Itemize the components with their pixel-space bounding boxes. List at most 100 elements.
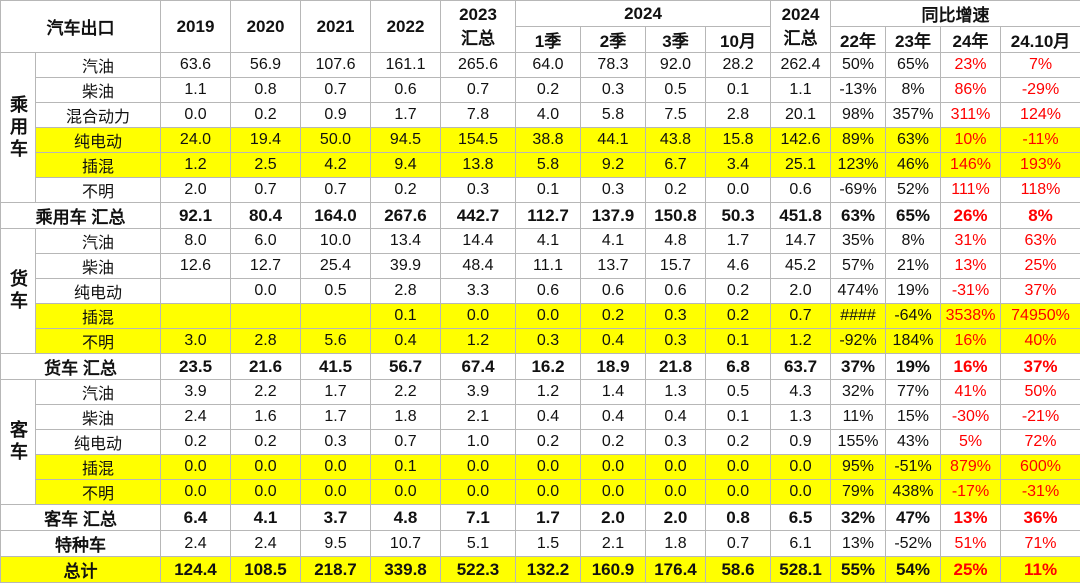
value-cell: 5.8 bbox=[516, 153, 581, 178]
value-cell: 98% bbox=[831, 103, 886, 128]
value-cell: 6.5 bbox=[771, 505, 831, 531]
row-label: 特种车 bbox=[1, 531, 161, 557]
value-cell: 0.0 bbox=[581, 480, 646, 505]
value-cell: 26% bbox=[941, 203, 1001, 229]
value-cell: 0.6 bbox=[371, 78, 441, 103]
value-cell: 3.0 bbox=[161, 329, 231, 354]
value-cell: 0.7 bbox=[371, 430, 441, 455]
value-cell: 0.3 bbox=[646, 304, 706, 329]
value-cell: 7.5 bbox=[646, 103, 706, 128]
value-cell: 92.1 bbox=[161, 203, 231, 229]
header-growth-col: 24年 bbox=[941, 27, 1001, 53]
value-cell: 3.9 bbox=[441, 380, 516, 405]
value-cell: 112.7 bbox=[516, 203, 581, 229]
value-cell: 0.2 bbox=[371, 178, 441, 203]
value-cell: 339.8 bbox=[371, 557, 441, 583]
value-cell: 0.7 bbox=[441, 78, 516, 103]
value-cell: 0.3 bbox=[581, 178, 646, 203]
value-cell: -64% bbox=[886, 304, 941, 329]
value-cell: 25% bbox=[941, 557, 1001, 583]
group-label: 货车 bbox=[1, 229, 36, 354]
value-cell: 19% bbox=[886, 354, 941, 380]
value-cell: 65% bbox=[886, 203, 941, 229]
value-cell: 9.4 bbox=[371, 153, 441, 178]
row-label: 汽油 bbox=[36, 380, 161, 405]
value-cell: 0.0 bbox=[646, 480, 706, 505]
value-cell: 0.1 bbox=[371, 455, 441, 480]
row-label: 纯电动 bbox=[36, 279, 161, 304]
value-cell: 2.4 bbox=[161, 405, 231, 430]
value-cell: 89% bbox=[831, 128, 886, 153]
value-cell: 0.0 bbox=[231, 455, 301, 480]
value-cell: 111% bbox=[941, 178, 1001, 203]
value-cell: 124.4 bbox=[161, 557, 231, 583]
value-cell: 0.0 bbox=[231, 480, 301, 505]
value-cell: 4.1 bbox=[231, 505, 301, 531]
value-cell: 0.5 bbox=[706, 380, 771, 405]
value-cell: 0.6 bbox=[516, 279, 581, 304]
value-cell: 6.8 bbox=[706, 354, 771, 380]
value-cell: 0.4 bbox=[516, 405, 581, 430]
value-cell: 0.3 bbox=[581, 78, 646, 103]
value-cell: 79% bbox=[831, 480, 886, 505]
header-period: 1季 bbox=[516, 27, 581, 53]
value-cell: 0.7 bbox=[771, 304, 831, 329]
row-label: 不明 bbox=[36, 178, 161, 203]
value-cell: -51% bbox=[886, 455, 941, 480]
value-cell: -92% bbox=[831, 329, 886, 354]
value-cell: 3.4 bbox=[706, 153, 771, 178]
value-cell: 2.1 bbox=[581, 531, 646, 557]
value-cell: 0.1 bbox=[706, 405, 771, 430]
header-sub: 汇总 bbox=[771, 27, 830, 51]
value-cell: 3.3 bbox=[441, 279, 516, 304]
value-cell bbox=[161, 304, 231, 329]
value-cell: 8% bbox=[1001, 203, 1080, 229]
value-cell: 0.1 bbox=[706, 329, 771, 354]
value-cell: 25% bbox=[1001, 254, 1080, 279]
value-cell: 5.8 bbox=[581, 103, 646, 128]
value-cell: 40% bbox=[1001, 329, 1080, 354]
value-cell: 13% bbox=[831, 531, 886, 557]
value-cell: 41% bbox=[941, 380, 1001, 405]
value-cell: 9.2 bbox=[581, 153, 646, 178]
value-cell: 0.2 bbox=[646, 178, 706, 203]
value-cell: 16% bbox=[941, 354, 1001, 380]
value-cell: 58.6 bbox=[706, 557, 771, 583]
value-cell: -21% bbox=[1001, 405, 1080, 430]
value-cell: 0.0 bbox=[161, 455, 231, 480]
value-cell: 0.6 bbox=[771, 178, 831, 203]
value-cell: 155% bbox=[831, 430, 886, 455]
value-cell: 0.2 bbox=[231, 103, 301, 128]
value-cell: 0.7 bbox=[301, 178, 371, 203]
value-cell: 6.0 bbox=[231, 229, 301, 254]
value-cell: 1.1 bbox=[771, 78, 831, 103]
value-cell: 4.1 bbox=[581, 229, 646, 254]
value-cell: 0.0 bbox=[706, 178, 771, 203]
value-cell: 37% bbox=[1001, 279, 1080, 304]
value-cell: 0.4 bbox=[581, 405, 646, 430]
header-title: 汽车出口 bbox=[1, 1, 161, 53]
header-growth-col: 23年 bbox=[886, 27, 941, 53]
group-label: 乘用车 bbox=[1, 53, 36, 203]
value-cell: 146% bbox=[941, 153, 1001, 178]
value-cell: 24.0 bbox=[161, 128, 231, 153]
header-period: 3季 bbox=[646, 27, 706, 53]
row-label: 不明 bbox=[36, 480, 161, 505]
value-cell: 94.5 bbox=[371, 128, 441, 153]
value-cell: 0.8 bbox=[706, 505, 771, 531]
value-cell: -29% bbox=[1001, 78, 1080, 103]
value-cell: 184% bbox=[886, 329, 941, 354]
value-cell: 0.0 bbox=[771, 455, 831, 480]
value-cell: 4.3 bbox=[771, 380, 831, 405]
value-cell: 0.0 bbox=[441, 455, 516, 480]
value-cell: 77% bbox=[886, 380, 941, 405]
header-year: 2024 bbox=[516, 1, 771, 27]
